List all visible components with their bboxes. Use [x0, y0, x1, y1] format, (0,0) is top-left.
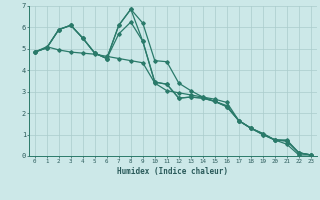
- X-axis label: Humidex (Indice chaleur): Humidex (Indice chaleur): [117, 167, 228, 176]
